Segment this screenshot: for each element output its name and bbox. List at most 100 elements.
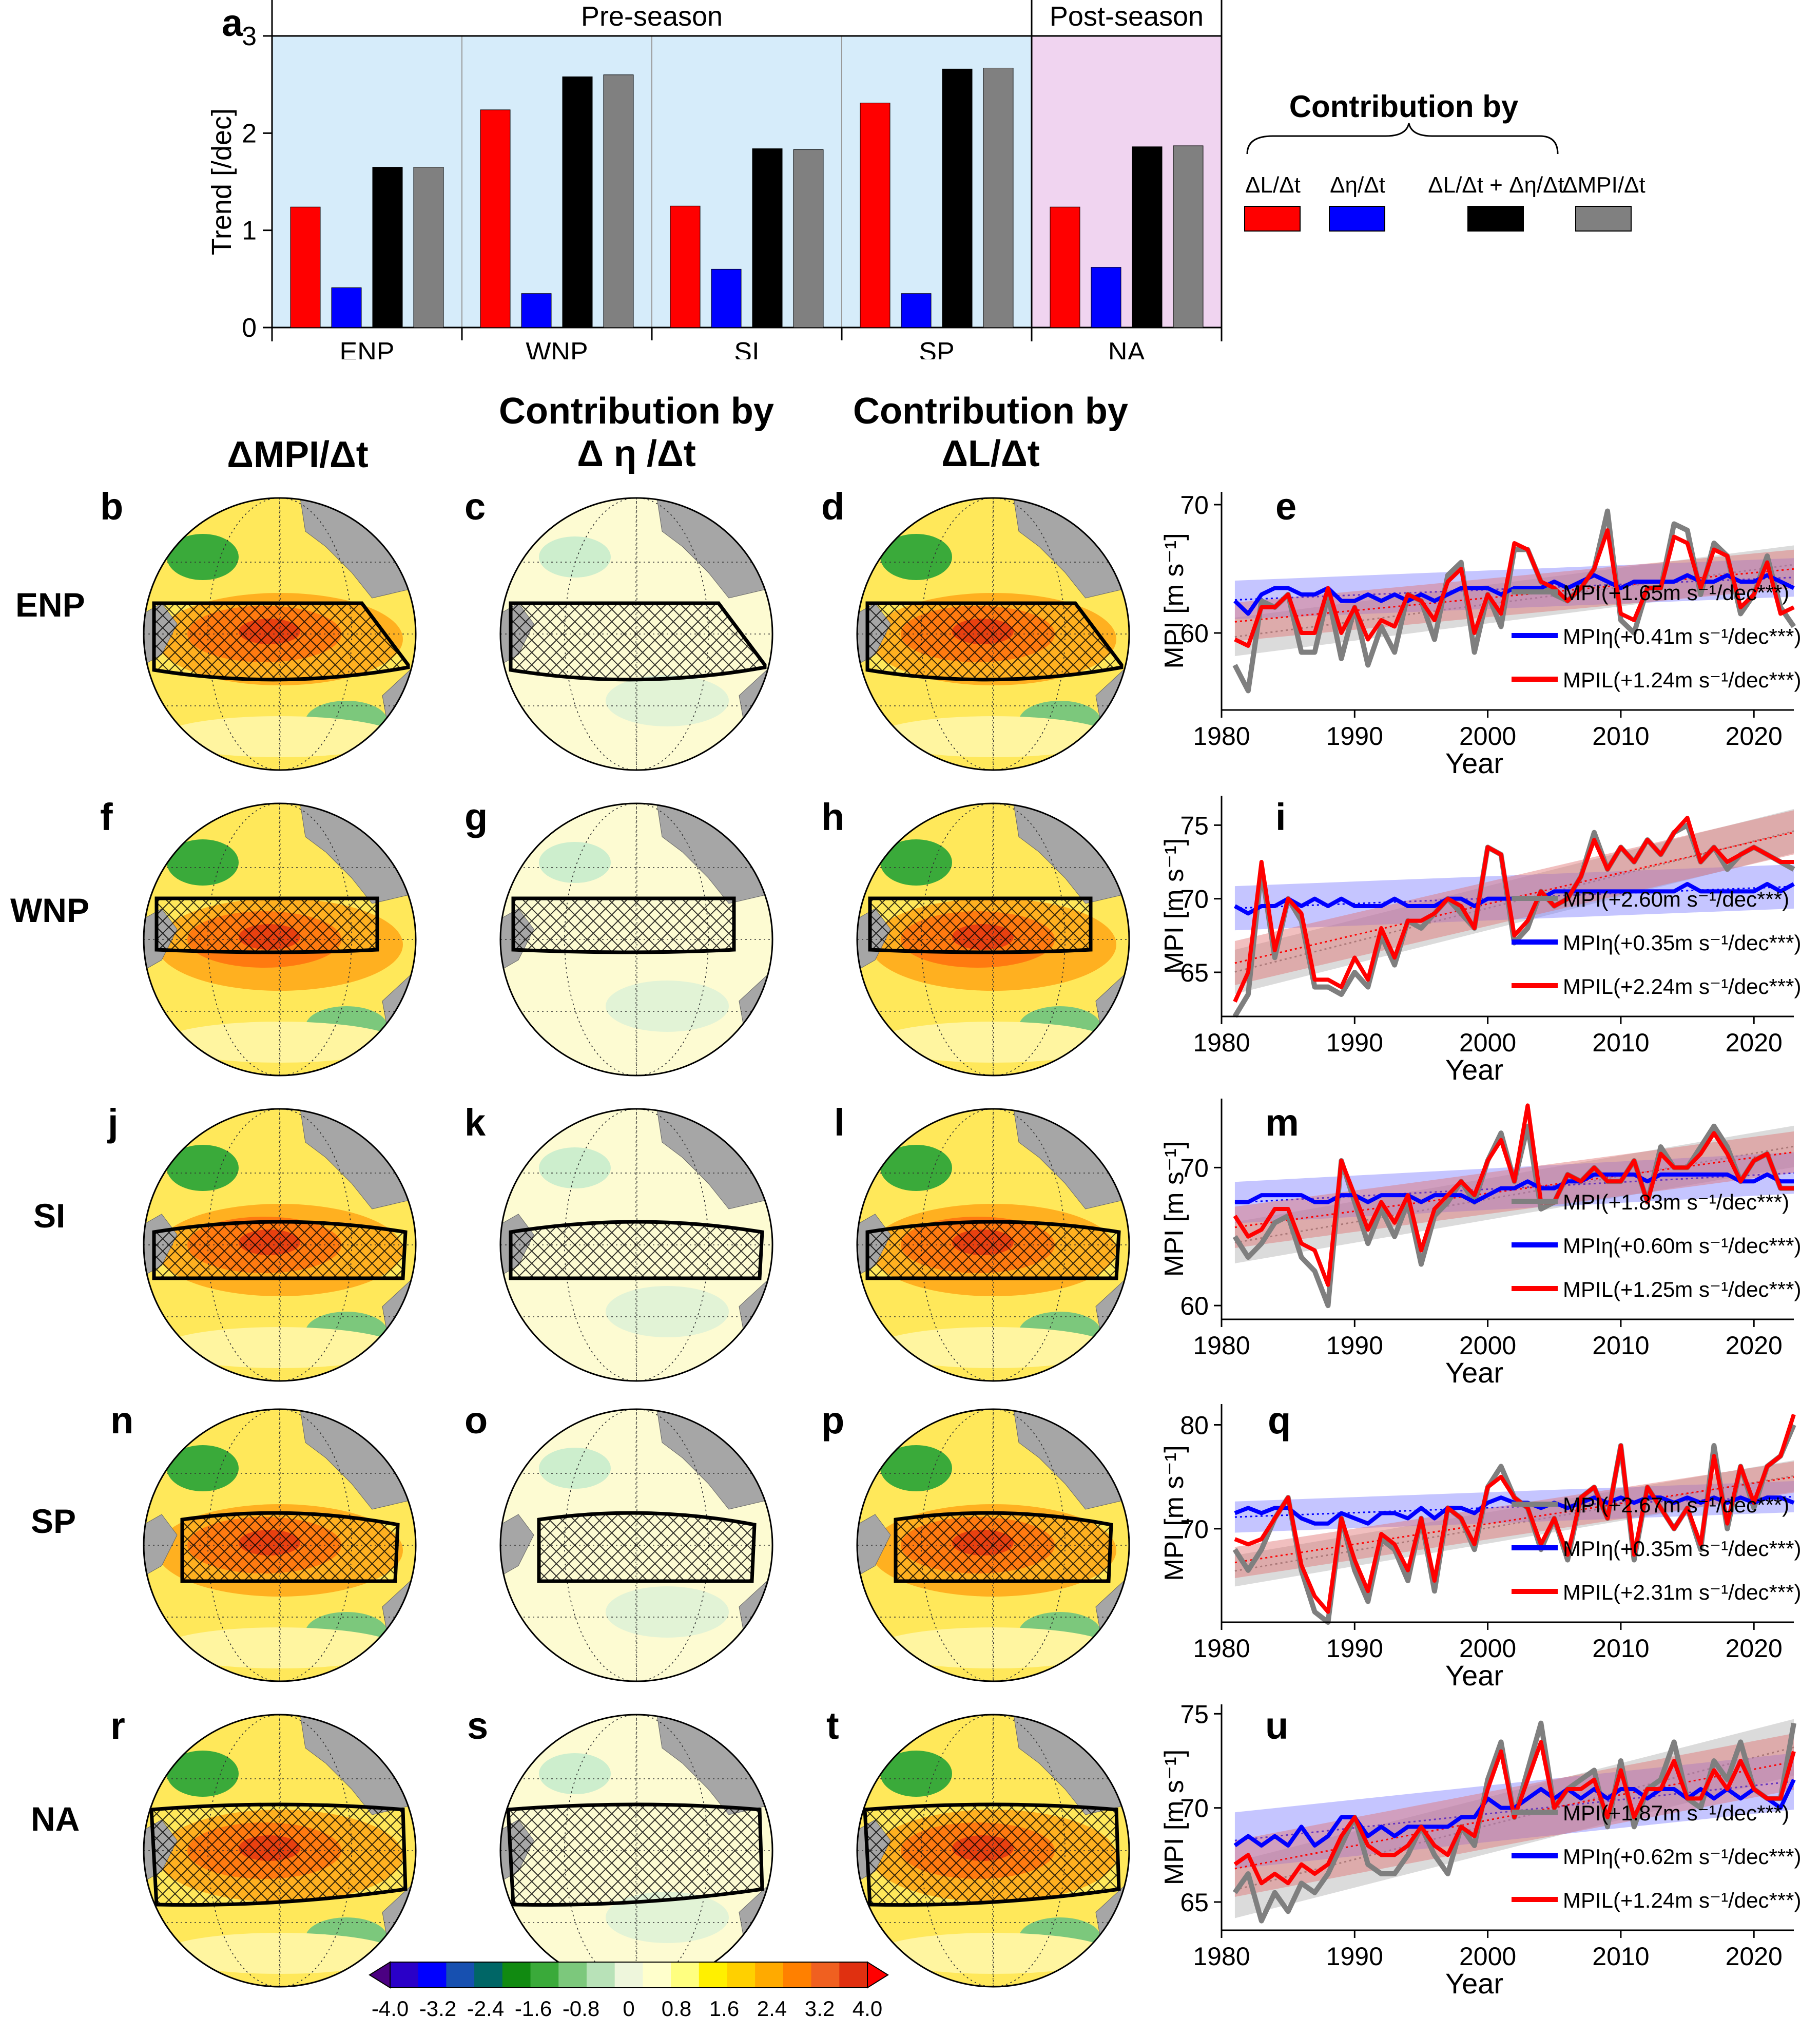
col-header-dmpi: ΔMPI/Δt [227,434,369,475]
region-box [865,601,1124,682]
region-box [149,1802,408,1907]
bar-ENP-3 [413,167,444,328]
series-line-2 [1233,1103,1794,1287]
legend-label-2: MPIL(+1.25m s⁻¹/dec***) [1563,1277,1802,1301]
legend-label-1: Δη/Δt [1330,172,1385,198]
legend-label-2: MPIL(+2.24m s⁻¹/dec***) [1563,974,1802,998]
panel-label-s: s [467,1704,489,1747]
x-tick-label: 1990 [1326,1634,1383,1663]
y-axis-title: MPI [m s⁻¹] [1159,1445,1189,1581]
x-tick-label: 1990 [1326,1942,1383,1971]
colorbar-tick-label: -2.4 [467,1996,504,2021]
timeseries-m: 60 70 1980 1990 2000 2010 2020 Year MPI [m s⁻¹] M… [1159,1099,1802,1389]
legend-label-1: MPIη(+0.41m s⁻¹/dec***) [1563,624,1802,648]
colorbar-tick-label: 1.6 [709,1996,739,2021]
colorbar-bin [811,1962,840,1988]
x-tick-label: 2000 [1459,1331,1516,1360]
colorbar-bin [699,1962,727,1988]
region-box [152,1220,408,1280]
panel-label-i: i [1275,796,1286,838]
category-label-WNP: WNP [526,337,588,359]
y-tick-label: 0 [242,313,257,343]
panel-label-m: m [1265,1101,1299,1144]
colorbar-bin [727,1962,756,1988]
x-tick-label: 2010 [1592,1028,1649,1057]
panel-label-e: e [1275,485,1297,528]
colorbar-tick-label: 4.0 [853,1996,882,2021]
x-tick-label: 1980 [1193,1028,1250,1057]
colorbar-tick-label: -1.6 [515,1996,552,2021]
legend-label-1: MPIη(+0.35m s⁻¹/dec***) [1563,1536,1802,1561]
y-tick-label: 70 [1180,1154,1209,1182]
col-header-l-line2: ΔL/Δt [941,433,1040,474]
y-tick-label: 3 [242,22,257,51]
x-axis-title: Year [1445,1659,1503,1692]
region-box [537,1511,757,1583]
bar-SP-2 [942,68,973,328]
panel-label-r: r [110,1704,125,1747]
bar-WNP-1 [521,293,552,328]
legend-label-0: MPI(+2.60m s⁻¹/dec***) [1563,887,1789,911]
bar-ENP-1 [331,287,362,328]
x-tick-label: 1990 [1326,1028,1383,1057]
y-tick-label: 75 [1180,1700,1209,1728]
colorbar-bin [643,1962,671,1988]
colorbar-tick-label: 0.8 [662,1996,691,2021]
colorbar-tick-label: 0 [623,1996,634,2021]
panel-label-q: q [1268,1399,1291,1442]
series-line-2 [1233,1740,1796,1886]
bar-WNP-3 [603,74,634,328]
bar-WNP-2 [562,76,593,328]
x-axis-title: Year [1445,1967,1503,2000]
bar-NA-0 [1050,206,1080,328]
bar-NA-3 [1173,145,1204,328]
y-tick-label: 60 [1180,619,1209,648]
x-tick-label: 2010 [1592,1331,1649,1360]
bar-NA-1 [1091,267,1121,328]
x-tick-label: 1980 [1193,1634,1250,1663]
x-tick-label: 1980 [1193,1331,1250,1360]
legend-label-1: MPIη(+0.62m s⁻¹/dec***) [1563,1845,1802,1869]
region-box [509,601,767,682]
timeseries-u: 65 70 75 1980 1990 2000 2010 2020 Year MPI [m s⁻¹… [1159,1700,1802,2000]
x-tick-label: 1980 [1193,1942,1250,1971]
col-header-l-line1: Contribution by [853,391,1128,432]
y-axis-title: MPI [m s⁻¹] [1159,838,1189,974]
globe-outline [143,1714,417,1988]
region-box [180,1511,400,1583]
post-season-label: Post-season [1050,1,1204,32]
panel-label-o: o [464,1399,488,1442]
legend-label-2: MPIL(+1.24m s⁻¹/dec***) [1563,668,1802,692]
colorbar-bin [502,1962,531,1988]
bar-SI-2 [752,148,783,328]
legend-swatch-2 [1467,206,1524,232]
row-label-si: SI [33,1197,66,1235]
colorbar-bin [418,1962,447,1988]
series-line-2 [1233,816,1794,1003]
bar-ENP-2 [372,167,403,328]
y-axis-title: MPI [m s⁻¹] [1159,533,1189,668]
colorbar-tick-label: -3.2 [419,1996,456,2021]
globe-outline [856,1714,1130,1988]
x-tick-label: 2010 [1592,1634,1649,1663]
col-header-l: Contribution by ΔL/Δt [826,390,1155,475]
globe-NA-mpi [143,1714,417,1988]
globe-outline [499,1408,773,1682]
trend-line [1234,1475,1794,1572]
region-box [509,1220,764,1280]
timeseries-i: 65 70 75 1980 1990 2000 2010 2020 Year MPI [m s⁻¹… [1159,796,1802,1086]
legend-label-2: ΔL/Δt + Δη/Δt [1428,172,1564,198]
y-tick-label: 75 [1180,811,1209,840]
timeseries-e: 60 70 1980 1990 2000 2010 2020 Year MPI [m s⁻¹] M… [1159,491,1802,779]
category-label-ENP: ENP [340,337,395,359]
colorbar-frame [390,1962,868,1988]
bar-NA-2 [1132,146,1163,328]
region-box [863,1802,1121,1907]
globe-outline [143,1108,417,1382]
y-tick-label: 70 [1180,1794,1209,1823]
panel-label-t: t [826,1704,839,1747]
bar-SI-0 [670,205,701,328]
legend-label-0: ΔL/Δt [1245,172,1301,198]
series-line-2 [1234,1414,1796,1614]
bar-SI-1 [711,268,742,328]
